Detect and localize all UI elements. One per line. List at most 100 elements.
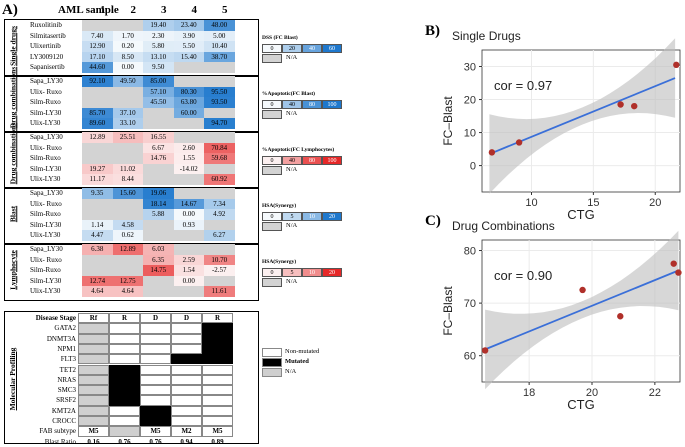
- data-point: [673, 61, 680, 69]
- y-axis-label: FC–Blast: [441, 286, 455, 336]
- y-tick-label: 30: [464, 62, 476, 74]
- mutation-cell: [202, 343, 233, 355]
- legend-swatch: 5: [282, 268, 302, 277]
- data-point: [670, 260, 677, 267]
- heatmap-cell: [204, 62, 235, 73]
- chart-title: Drug Combinations: [452, 219, 555, 233]
- drug-row-label: Ulix-LY30: [30, 287, 61, 295]
- heatmap-cell: 19.40: [143, 20, 174, 31]
- legend-swatch: 100: [322, 100, 342, 109]
- heatmap-cell: [204, 132, 235, 143]
- x-axis-label: CTG: [567, 207, 594, 222]
- mutation-cell: [109, 343, 140, 355]
- heatmap-cell: [204, 76, 235, 87]
- data-point: [617, 313, 624, 320]
- drug-row-label: Silm-LY30: [30, 164, 62, 173]
- heatmap-cell: 16.55: [143, 132, 174, 143]
- drug-row-label: Ruxolitinib: [30, 21, 62, 29]
- mutation-cell: [140, 354, 171, 365]
- legend-swatch: 100: [322, 156, 342, 165]
- mutation-cell: [78, 405, 109, 416]
- data-point: [631, 102, 638, 110]
- mutation-cell: [140, 416, 171, 427]
- drug-combinations-chart: Drug Combinations cor = 0.90 18 20 22 60 70 80 C…: [441, 219, 682, 412]
- mutation-cell: [109, 385, 140, 396]
- heatmap-cell: [143, 286, 174, 297]
- drug-row-label: Sapa_LY30: [30, 133, 63, 141]
- heatmap-cell: -14.02: [173, 163, 204, 175]
- mutation-cell: [171, 323, 202, 334]
- mutation-cell: [140, 395, 171, 406]
- heatmap-cell: 1.70: [112, 30, 143, 42]
- mutation-cell: [140, 385, 171, 396]
- mutation-cell: [140, 323, 171, 334]
- heatmap-cell: 3.90: [173, 30, 204, 42]
- heatmap-cell: 25.51: [112, 132, 143, 143]
- legend-swatch: 10: [302, 212, 322, 221]
- mutation-cell: [78, 343, 109, 355]
- heatmap-cell: [143, 275, 174, 287]
- heatmap-cell: [173, 76, 204, 87]
- aml-sample-header: AML sample: [58, 4, 119, 16]
- heatmap-cell: [82, 97, 113, 108]
- mutation-cell: [140, 343, 171, 355]
- heatmap-cell: 0.93: [173, 219, 204, 231]
- heatmap-cell: [143, 163, 174, 175]
- single-drugs-chart: Single Drugs cor = 0.97 10 15 20 0 10 20 30 CTG FC…: [441, 29, 681, 222]
- heatmap-cell: 85.00: [143, 76, 174, 87]
- drug-row-label: Ulix- Ruxo: [30, 255, 62, 264]
- mutation-cell: [140, 374, 171, 386]
- legend-na-swatch: [262, 278, 282, 287]
- sample-col-3: 3: [161, 4, 167, 16]
- heatmap-cell: 8.50: [112, 51, 143, 63]
- heatmap-cell: [112, 97, 143, 108]
- blast-ratio-text: 0.16: [87, 437, 100, 446]
- drug-row-label: Sapa_LY30: [30, 77, 63, 85]
- heatmap-cell: [143, 230, 174, 241]
- heatmap-cell: 15.40: [173, 51, 204, 63]
- data-point: [579, 286, 586, 294]
- legend-swatch: 0: [262, 156, 282, 165]
- data-point: [675, 269, 682, 276]
- data-point: [515, 139, 523, 146]
- heatmap-cell: 2.30: [143, 30, 174, 42]
- heatmap-cell: [143, 219, 174, 231]
- legend-swatch: 0: [262, 100, 282, 109]
- mutation-cell: [202, 405, 233, 416]
- legend-swatch: 10: [302, 268, 322, 277]
- heatmap-cell: 0.62: [112, 230, 143, 241]
- molecular-row-label: SRSF2: [56, 396, 76, 405]
- heatmap-cell: 19.27: [82, 163, 113, 175]
- heatmap-cell: 12.89: [112, 244, 143, 255]
- legend-na-label: N/A: [286, 222, 298, 229]
- legend-swatch: 80: [302, 100, 322, 109]
- legend-swatch: 0: [262, 212, 282, 221]
- x-axis-label: CTG: [567, 397, 594, 412]
- molecular-row-label: FAB subtype: [39, 427, 76, 436]
- heatmap-cell: 11.17: [82, 174, 113, 185]
- drug-row-label: Ulix-LY30: [30, 231, 61, 239]
- mutation-cell: [109, 333, 140, 344]
- legend-swatch: 40: [302, 44, 322, 53]
- molecular-row-label: CROCC: [52, 417, 76, 425]
- heatmap-cell: [143, 174, 174, 185]
- legend-na-label: N/A: [286, 110, 298, 117]
- mutation-cell: [140, 364, 171, 375]
- heatmap-cell: [112, 142, 143, 154]
- heatmap-cell: [112, 198, 143, 210]
- legend-title: %Apoptotic(FC Lymphocytes): [262, 147, 335, 153]
- sample-col-5: 5: [222, 4, 228, 16]
- blast-ratio-text: 0.76: [118, 437, 131, 446]
- drug-row-label: Ulix- Ruxo: [30, 199, 62, 208]
- heatmap-cell: 2.59: [173, 254, 204, 266]
- heatmap-cell: 12.89: [82, 132, 113, 143]
- mutation-cell: [171, 405, 202, 416]
- mutation-cell: [109, 405, 140, 416]
- panel-a-label: A): [2, 2, 18, 18]
- molecular-box: [4, 311, 259, 444]
- heatmap-cell: [82, 198, 113, 210]
- molecular-row-label: KMT2A: [51, 406, 76, 415]
- stage-text: D: [152, 314, 159, 322]
- heatmap-cell: 10.40: [204, 41, 235, 52]
- heatmap-cell: 0.00: [112, 62, 143, 73]
